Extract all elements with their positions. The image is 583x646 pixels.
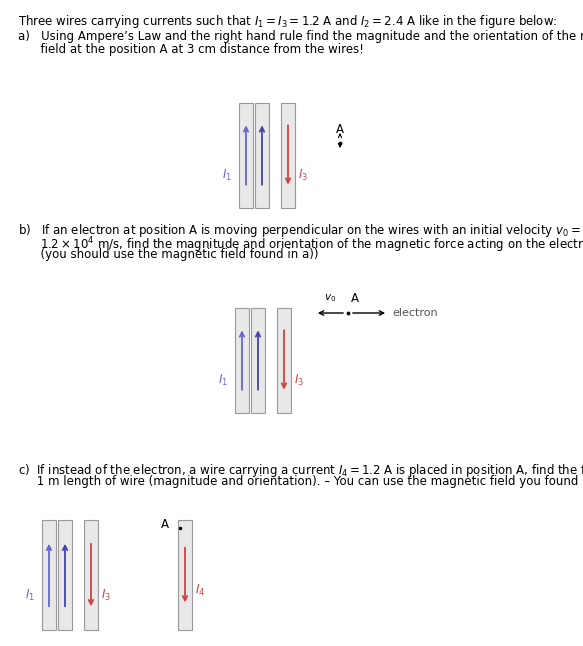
Text: (you should use the magnetic field found in a)): (you should use the magnetic field found…	[18, 248, 318, 261]
Bar	[251, 307, 265, 413]
Bar	[239, 103, 253, 207]
Text: A: A	[336, 123, 344, 136]
Bar	[84, 520, 98, 630]
Text: Three wires carrying currents such that $I_1 = I_3 = 1.2$ A and $I_2 = 2.4$ A li: Three wires carrying currents such that …	[18, 13, 557, 30]
Text: A: A	[161, 519, 169, 532]
Bar	[255, 103, 269, 207]
Text: $I_1$: $I_1$	[222, 167, 232, 183]
Text: c)  If instead of the electron, a wire carrying a current $I_4 = 1.2$ A is place: c) If instead of the electron, a wire ca…	[18, 462, 583, 479]
Text: field at the position A at 3 cm distance from the wires!: field at the position A at 3 cm distance…	[18, 43, 364, 56]
Bar	[281, 103, 295, 207]
Text: a)   Using Ampere’s Law and the right hand rule find the magnitude and the orien: a) Using Ampere’s Law and the right hand…	[18, 30, 583, 43]
Text: $v_0$: $v_0$	[324, 292, 336, 304]
Bar	[178, 520, 192, 630]
Text: $I_1$: $I_1$	[218, 373, 228, 388]
Text: $I_3$: $I_3$	[101, 587, 111, 603]
Bar	[235, 307, 249, 413]
Text: $1.2 \times 10^4$ m/s, find the magnitude and orientation of the magnetic force : $1.2 \times 10^4$ m/s, find the magnitud…	[18, 235, 583, 255]
Text: $I_1$: $I_1$	[25, 587, 35, 603]
Bar	[277, 307, 291, 413]
Text: $I_3$: $I_3$	[294, 373, 304, 388]
Bar	[42, 520, 56, 630]
Text: A: A	[351, 292, 359, 305]
Bar	[58, 520, 72, 630]
Text: b)   If an electron at position A is moving perpendicular on the wires with an i: b) If an electron at position A is movin…	[18, 222, 581, 239]
Text: $I_3$: $I_3$	[298, 167, 308, 183]
Text: electron: electron	[392, 308, 438, 318]
Text: $I_4$: $I_4$	[195, 583, 205, 598]
Text: 1 m length of wire (magnitude and orientation). – You can use the magnetic field: 1 m length of wire (magnitude and orient…	[18, 475, 583, 488]
